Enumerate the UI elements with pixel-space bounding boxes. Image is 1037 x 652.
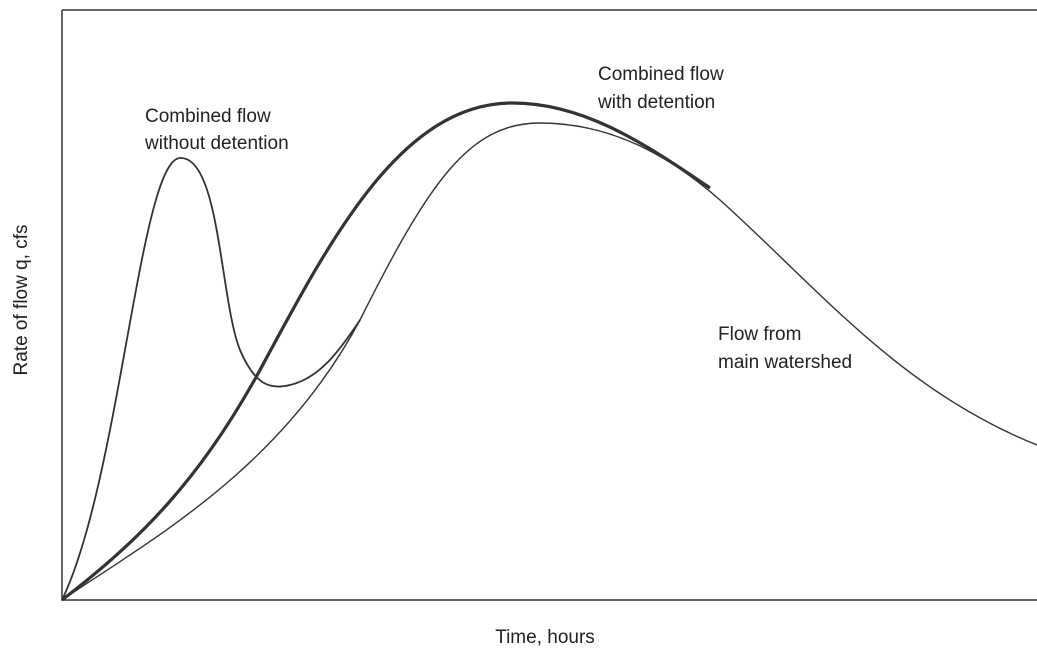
label: without detention [144, 133, 289, 154]
label: Flow from [718, 324, 801, 345]
y-axis-label: Rate of flow q, cfs [11, 224, 32, 375]
label: Combined flow [145, 106, 271, 127]
axes-frame [61, 9, 1037, 601]
label: main watershed [718, 352, 852, 373]
x-axis-label: Time, hours [495, 627, 595, 648]
label: with detention [597, 92, 715, 113]
without-detention-curve [61, 157, 361, 601]
main-watershed-curve [61, 122, 1037, 601]
with-detention-curve [61, 101, 711, 602]
label: Combined flow [598, 64, 724, 85]
